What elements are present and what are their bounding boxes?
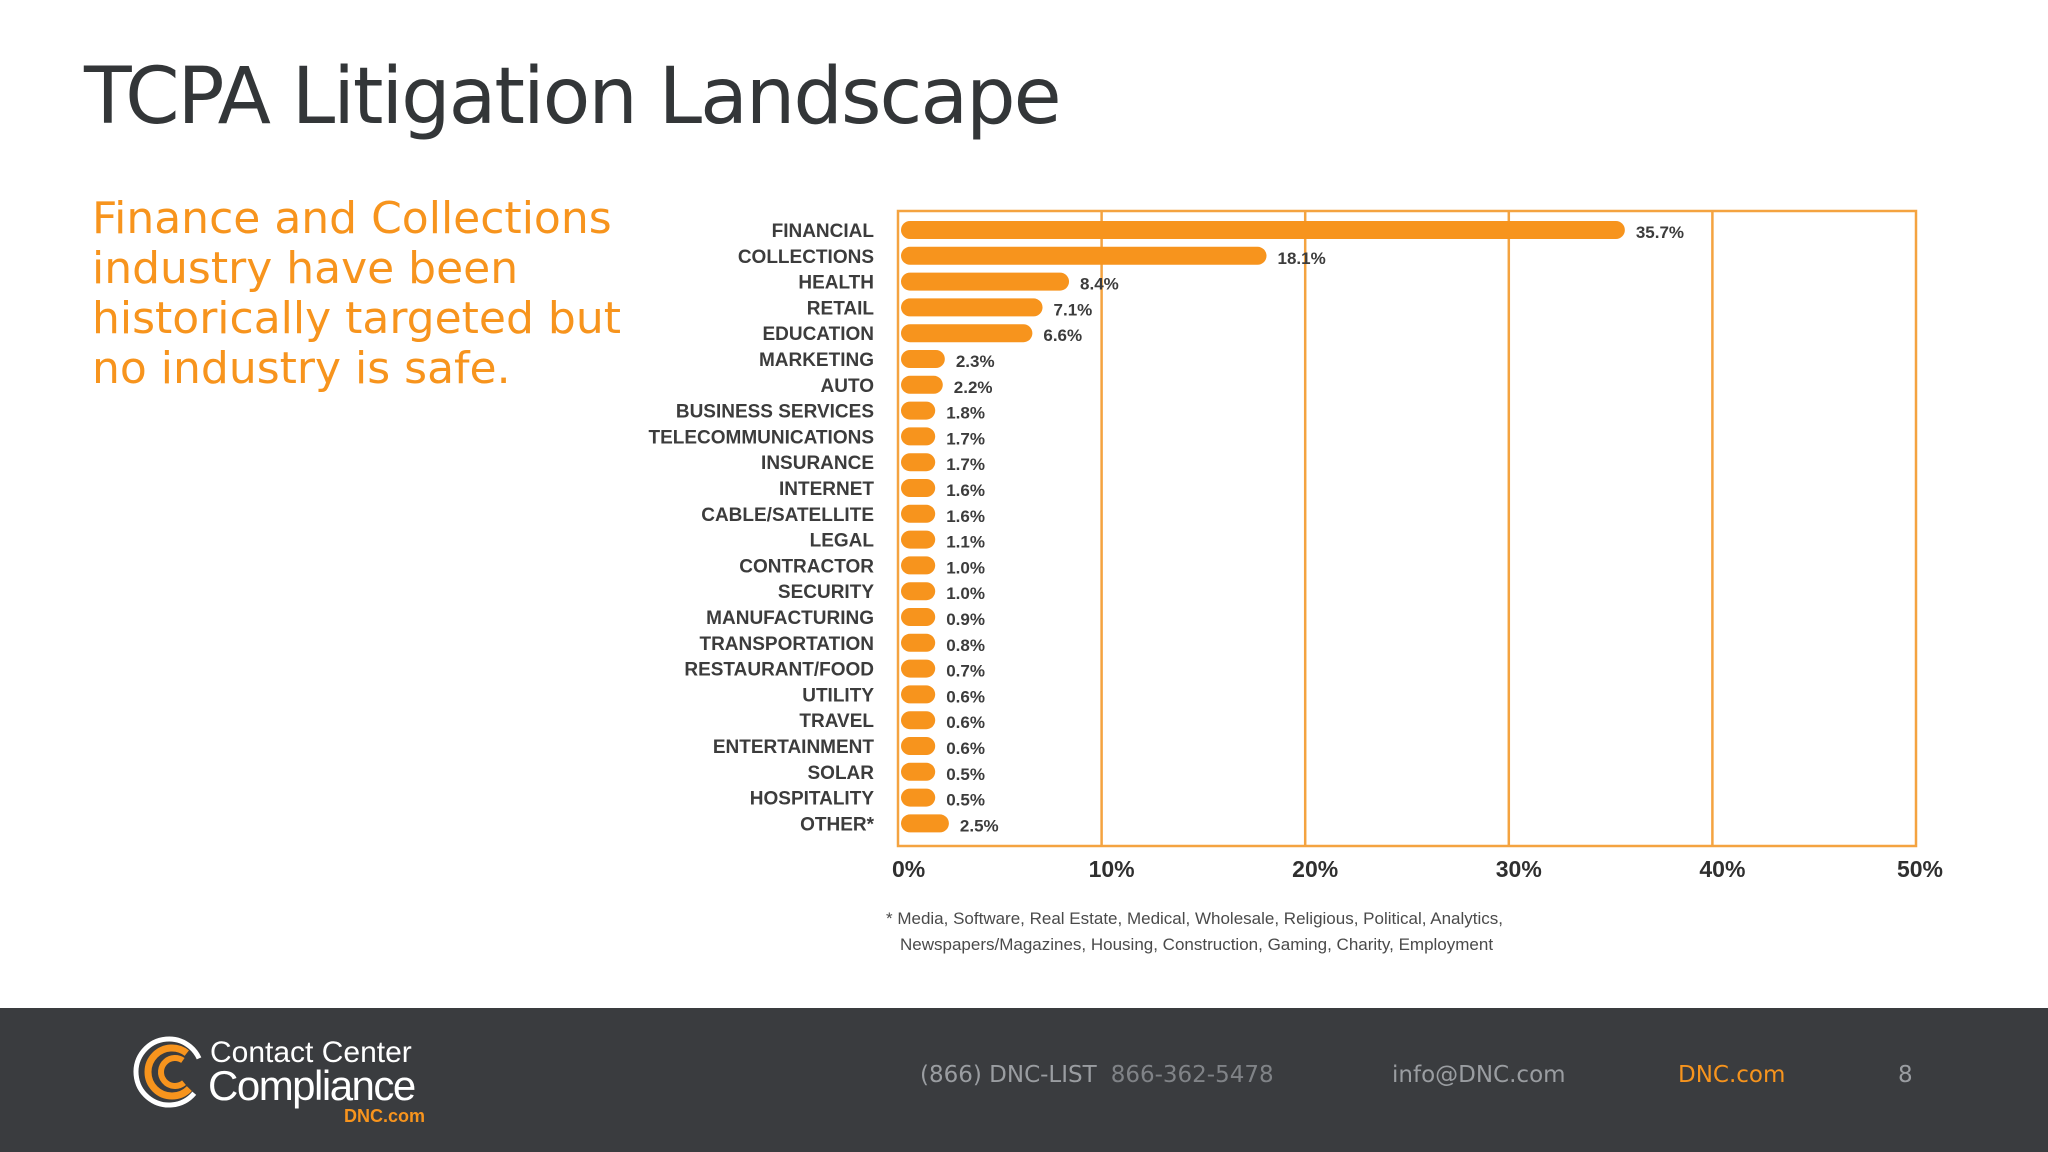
bar bbox=[901, 272, 1070, 291]
category-label: SOLAR bbox=[808, 763, 875, 784]
bar bbox=[901, 556, 936, 575]
category-label: UTILITY bbox=[802, 685, 874, 706]
plot-frame bbox=[896, 209, 1918, 848]
data-label: 0.5% bbox=[946, 791, 985, 810]
logo-text-contact-center: Contact Center bbox=[210, 1036, 412, 1069]
data-label: 0.7% bbox=[946, 662, 985, 681]
footer-website-link[interactable]: DNC.com bbox=[1678, 1062, 1786, 1088]
page-number: 8 bbox=[1898, 1062, 1913, 1088]
bar bbox=[901, 401, 936, 420]
category-label: SECURITY bbox=[778, 582, 874, 603]
data-label: 0.8% bbox=[946, 636, 985, 655]
x-tick-label: 50% bbox=[1897, 856, 1943, 882]
category-label: CABLE/SATELLITE bbox=[701, 505, 874, 526]
bar bbox=[901, 582, 936, 601]
data-label: 18.1% bbox=[1278, 249, 1326, 268]
data-label: 7.1% bbox=[1054, 300, 1093, 319]
data-label: 1.6% bbox=[946, 481, 985, 500]
category-label: LEGAL bbox=[810, 531, 875, 552]
data-label: 0.6% bbox=[946, 687, 985, 706]
company-logo: Contact Center Compliance DNC.com bbox=[132, 1032, 452, 1132]
logo-swoosh-icon bbox=[133, 1036, 205, 1108]
logo-text-compliance: Compliance bbox=[208, 1062, 416, 1109]
bar bbox=[901, 221, 1625, 239]
data-label: 1.0% bbox=[946, 558, 985, 577]
data-label: 1.8% bbox=[946, 404, 985, 423]
category-label: RETAIL bbox=[807, 298, 875, 319]
data-label: 0.6% bbox=[946, 713, 985, 732]
data-label: 0.9% bbox=[946, 610, 985, 629]
bar bbox=[901, 788, 936, 807]
category-label: TELECOMMUNICATIONS bbox=[648, 427, 874, 448]
data-label: 0.5% bbox=[946, 765, 985, 784]
category-label: TRANSPORTATION bbox=[699, 634, 874, 655]
data-label: 2.5% bbox=[960, 816, 999, 835]
x-tick-label: 20% bbox=[1292, 856, 1338, 882]
footer-bar bbox=[0, 1008, 2048, 1152]
data-label: 2.3% bbox=[956, 352, 995, 371]
logo-text-dnc: DNC.com bbox=[344, 1106, 426, 1126]
data-label: 0.6% bbox=[946, 739, 985, 758]
category-label: RESTAURANT/FOOD bbox=[684, 660, 874, 681]
bar bbox=[901, 530, 936, 549]
bar bbox=[901, 350, 945, 368]
bar bbox=[901, 246, 1267, 265]
slide-title: TCPA Litigation Landscape bbox=[84, 52, 1062, 142]
phone-number[interactable]: (866) DNC-LIST bbox=[920, 1062, 1097, 1088]
category-label: HOSPITALITY bbox=[750, 789, 875, 810]
data-label: 2.2% bbox=[954, 378, 993, 397]
category-label: HEALTH bbox=[798, 273, 874, 294]
x-tick-label: 30% bbox=[1496, 856, 1542, 882]
bar bbox=[901, 814, 949, 833]
x-tick-label: 10% bbox=[1089, 856, 1135, 882]
bar bbox=[901, 685, 936, 704]
industry-bar-chart: 0% 10% 20% 30% 40% 50% FINANCIAL 35.7% COLLECTIO… bbox=[648, 209, 1943, 882]
category-label: CONTRACTOR bbox=[739, 556, 874, 577]
category-label: EDUCATION bbox=[762, 324, 874, 345]
data-label: 1.0% bbox=[946, 584, 985, 603]
category-label: MANUFACTURING bbox=[706, 608, 874, 629]
footer-phone[interactable]: (866) DNC-LIST 866-362-5478 bbox=[920, 1062, 1274, 1088]
data-label: 1.6% bbox=[946, 507, 985, 526]
data-label: 6.6% bbox=[1043, 326, 1082, 345]
slide-subtitle: Finance and Collections industry have be… bbox=[92, 193, 621, 394]
category-label: COLLECTIONS bbox=[738, 247, 874, 268]
bar bbox=[901, 737, 936, 755]
chart-footnote: * Media, Software, Real Estate, Medical,… bbox=[886, 906, 1586, 958]
category-label: BUSINESS SERVICES bbox=[676, 402, 874, 423]
category-label: ENTERTAINMENT bbox=[713, 737, 875, 758]
phone-number-alt[interactable]: 866-362-5478 bbox=[1110, 1062, 1274, 1088]
bar bbox=[901, 298, 1043, 317]
bar bbox=[901, 504, 936, 523]
category-label: INTERNET bbox=[779, 479, 874, 500]
bar bbox=[901, 762, 936, 781]
category-label: FINANCIAL bbox=[772, 221, 875, 242]
data-label: 1.7% bbox=[946, 455, 985, 474]
category-label: MARKETING bbox=[759, 350, 874, 371]
footnote-line-2: Newspapers/Magazines, Housing, Construct… bbox=[900, 935, 1494, 954]
category-label: INSURANCE bbox=[761, 453, 874, 474]
footer-email-link[interactable]: info@DNC.com bbox=[1392, 1062, 1566, 1088]
footnote-line-1: * Media, Software, Real Estate, Medical,… bbox=[886, 909, 1503, 928]
category-label: TRAVEL bbox=[799, 711, 874, 732]
bar bbox=[901, 479, 936, 497]
bar bbox=[901, 427, 936, 446]
bar bbox=[901, 453, 936, 472]
data-label: 1.1% bbox=[946, 533, 985, 552]
bar bbox=[901, 375, 943, 394]
bar bbox=[901, 659, 936, 678]
category-label: OTHER* bbox=[800, 814, 875, 835]
bar bbox=[901, 711, 936, 730]
data-label: 1.7% bbox=[946, 429, 985, 448]
data-label: 8.4% bbox=[1080, 275, 1119, 294]
bar bbox=[901, 324, 1033, 343]
x-tick-label: 0% bbox=[892, 856, 925, 882]
data-label: 35.7% bbox=[1636, 223, 1684, 242]
bar bbox=[901, 633, 936, 652]
category-label: AUTO bbox=[821, 376, 874, 397]
bar bbox=[901, 608, 936, 626]
x-tick-label: 40% bbox=[1699, 856, 1745, 882]
